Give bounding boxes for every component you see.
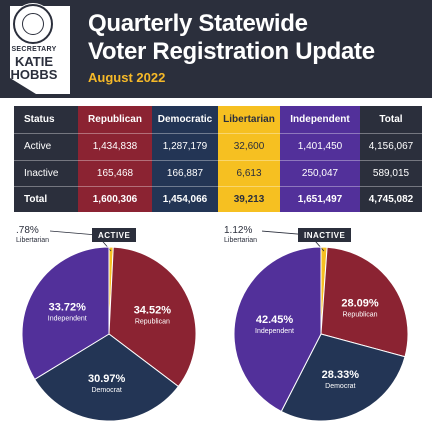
logo-office-text: SECRETARY <box>11 46 57 53</box>
table-cell-democratic: 1,287,179 <box>152 133 218 160</box>
pie-slice-independent <box>21 246 110 381</box>
pie-slice-republican <box>320 246 409 358</box>
page-title: Quarterly Statewide Voter Registration U… <box>88 10 375 66</box>
registration-table: Status Republican Democratic Libertarian Ind… <box>14 106 422 212</box>
pie-category-label: Democrat <box>325 383 355 390</box>
active-pie-svg: 34.52% Republican 30.97% Democrat 33.72% Inde… <box>21 230 197 422</box>
table-cell-total: 4,745,082 <box>360 186 422 212</box>
pie-slice-democrat <box>34 333 180 422</box>
table-header-total: Total <box>360 106 422 133</box>
table-cell-status: Inactive <box>14 160 78 186</box>
inactive-libertarian-pct: 1.12% <box>224 225 253 236</box>
state-seal-icon <box>13 4 53 44</box>
inactive-pie-chart: 28.09% Republican 28.33% Democrat 42.45% Inde… <box>218 222 428 430</box>
table-cell-libertarian: 39,213 <box>218 186 280 212</box>
pie-category-label: Independent <box>48 316 87 323</box>
table-cell-democratic: 1,454,066 <box>152 186 218 212</box>
table-cell-independent: 1,401,450 <box>280 133 360 160</box>
table-row-divider <box>14 186 422 187</box>
table-cell-republican: 1,600,306 <box>78 186 152 212</box>
table-row-divider <box>14 160 422 161</box>
page-subtitle: August 2022 <box>88 70 166 85</box>
inactive-badge: INACTIVE <box>298 228 352 242</box>
inactive-libertarian-label: Libertarian <box>224 237 258 244</box>
pie-slice-independent <box>233 246 322 413</box>
pie-value-label: 33.72% <box>49 302 87 314</box>
inactive-libertarian-callout: 1.12% Libertarian <box>224 226 257 246</box>
pie-value-label: 28.33% <box>322 369 360 381</box>
logo-first-name: KATIE <box>14 54 54 69</box>
table-row-divider <box>14 133 422 134</box>
table-cell-democratic: 166,887 <box>152 160 218 186</box>
table-cell-republican: 1,434,838 <box>78 133 152 160</box>
header-banner: SECRETARY KATIE HOBBS Quarterly Statewid… <box>0 0 432 98</box>
table-header-libertarian: Libertarian <box>218 106 280 133</box>
active-badge: ACTIVE <box>92 228 137 242</box>
pie-category-label: Republican <box>135 319 170 326</box>
table-header-democratic: Democratic <box>152 106 218 133</box>
table-cell-libertarian: 6,613 <box>218 160 280 186</box>
pie-category-label: Republican <box>342 311 377 318</box>
inactive-pie-svg: 28.09% Republican 28.33% Democrat 42.45% Inde… <box>233 230 409 422</box>
pie-value-label: 34.52% <box>134 305 172 317</box>
table-cell-total: 589,015 <box>360 160 422 186</box>
logo-last-name: HOBBS <box>10 67 58 82</box>
table-header-status: Status <box>14 106 78 133</box>
active-libertarian-pct: .78% <box>16 225 39 236</box>
title-line-1: Quarterly Statewide <box>88 10 308 37</box>
table-cell-independent: 250,047 <box>280 160 360 186</box>
table-cell-independent: 1,651,497 <box>280 186 360 212</box>
active-pie-chart: 34.52% Republican 30.97% Democrat 33.72% Inde… <box>6 222 216 430</box>
table-cell-total: 4,156,067 <box>360 133 422 160</box>
table-cell-status: Total <box>14 186 78 212</box>
table-cell-republican: 165,468 <box>78 160 152 186</box>
active-libertarian-callout: .78% Libertarian <box>16 226 49 246</box>
pie-slice-republican <box>108 246 197 388</box>
title-line-2: Voter Registration Update <box>88 38 375 65</box>
pie-category-label: Democrat <box>91 387 121 394</box>
pie-value-label: 28.09% <box>341 297 379 309</box>
pie-value-label: 42.45% <box>256 314 294 326</box>
logo-name-text: KATIE HOBBS <box>0 55 68 81</box>
pie-slice-democrat <box>280 333 406 422</box>
table-cell-libertarian: 32,600 <box>218 133 280 160</box>
table-header-republican: Republican <box>78 106 152 133</box>
table-header-independent: Independent <box>280 106 360 133</box>
table-cell-status: Active <box>14 133 78 160</box>
pie-value-label: 30.97% <box>88 373 126 385</box>
active-libertarian-label: Libertarian <box>16 237 50 244</box>
pie-category-label: Independent <box>255 328 294 335</box>
